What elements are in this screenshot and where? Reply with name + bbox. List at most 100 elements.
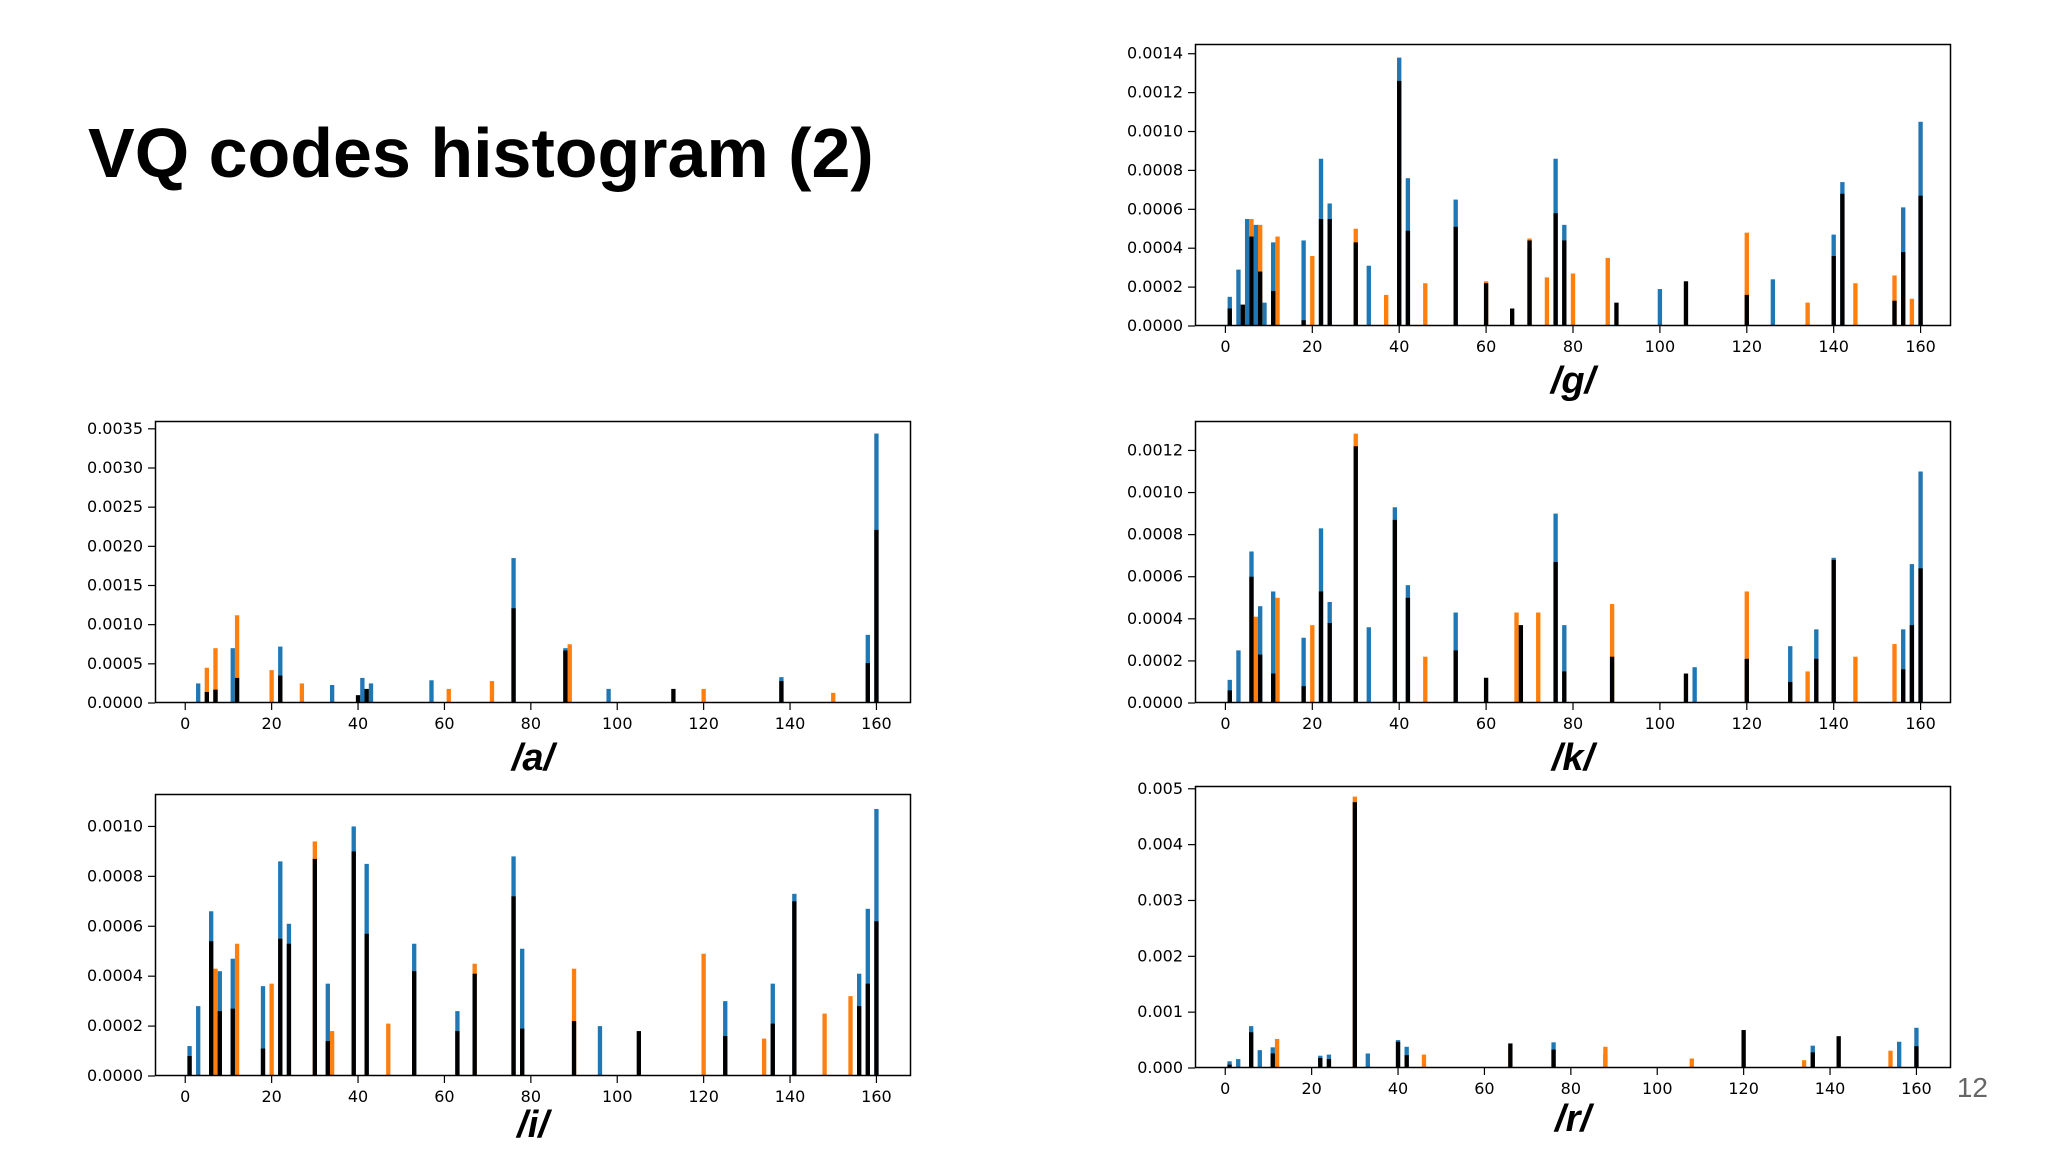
bar-series-2: [446, 688, 451, 703]
bar-series-2: [1570, 273, 1576, 326]
chart-g: 0 20 40 60 80 100 120 140 160 0.0000 0.0002 0.0004 0…: [1127, 44, 1952, 356]
bar-series-3: [520, 1028, 525, 1076]
bar-series-3: [217, 1011, 222, 1076]
x-tick-label: 20: [261, 714, 281, 733]
bar-series-3: [1614, 302, 1619, 326]
x-tick-label: 160: [861, 1087, 892, 1106]
y-tick-label: 0.0006: [1127, 199, 1183, 218]
bar-series-3: [1352, 802, 1357, 1068]
bar-series-3: [1918, 195, 1923, 326]
bar-series-2: [1421, 1054, 1427, 1068]
y-tick-label: 0.0010: [1127, 122, 1183, 141]
x-tick-label: 100: [602, 1087, 633, 1106]
bar-series-3: [1831, 559, 1836, 703]
bar-series-2: [1805, 671, 1810, 703]
bar-series-2: [234, 943, 240, 1076]
bar-series-1: [360, 677, 365, 703]
bar-series-2: [299, 683, 305, 703]
y-tick-label: 0.0000: [1127, 693, 1183, 712]
bar-series-3: [1551, 1049, 1556, 1068]
x-tick-label: 40: [348, 1087, 368, 1106]
bar-series-3: [1453, 226, 1458, 326]
plot-frame: [154, 793, 912, 1077]
bar-series-1: [1301, 240, 1306, 326]
bar-series-3: [1227, 1064, 1232, 1068]
bar-series-1: [368, 683, 374, 703]
bar-series-3: [1227, 690, 1232, 703]
bar-series-3: [1788, 681, 1793, 703]
bar-series-3: [671, 688, 676, 703]
bar-series-1: [1236, 650, 1241, 703]
bar-series-2: [1805, 302, 1810, 326]
bar-series-3: [1909, 625, 1915, 703]
bar-series-3: [1240, 304, 1245, 326]
bar-series-3: [1562, 671, 1567, 703]
x-tick-label: 160: [1905, 714, 1936, 733]
bar-series-3: [1318, 1057, 1323, 1068]
x-tick-label: 20: [1302, 337, 1322, 356]
bar-series-3: [1353, 242, 1358, 326]
plot-frame: [154, 420, 912, 704]
y-tick-label: 0.0000: [87, 1066, 143, 1085]
y-tick-label: 0.0000: [1127, 316, 1183, 335]
bar-series-1: [1366, 265, 1371, 326]
bar-series-3: [511, 608, 516, 703]
y-tick-label: 0.0002: [87, 1016, 143, 1035]
bar-series-3: [1258, 654, 1263, 703]
x-tick-label: 120: [1728, 1079, 1759, 1098]
y-tick-label: 0.0004: [87, 966, 143, 985]
x-tick-label: 100: [1645, 714, 1676, 733]
y-tick-label: 0.0012: [1127, 440, 1183, 459]
y-tick-label: 0.0035: [87, 419, 143, 438]
bar-series-3: [1901, 669, 1906, 703]
bar-series-2: [1609, 604, 1615, 703]
y-tick-label: 0.0010: [87, 615, 143, 634]
x-tick-label: 100: [1642, 1079, 1673, 1098]
bar-series-3: [1271, 673, 1276, 703]
x-tick-label: 20: [1301, 1079, 1321, 1098]
bar-series-1: [1788, 646, 1793, 703]
x-tick-label: 0: [180, 1087, 190, 1106]
bar-series-3: [204, 692, 209, 703]
chart-i: 0 20 40 60 80 100 120 140 160 0.0000 0.0002 0.0004 0…: [87, 793, 912, 1106]
x-tick-label: 160: [861, 714, 892, 733]
bar-series-1: [260, 986, 266, 1076]
bar-series-3: [1327, 219, 1332, 326]
y-tick-label: 0.0010: [1127, 483, 1183, 502]
bar-series-2: [1603, 1046, 1608, 1068]
bar-series-1: [329, 684, 335, 703]
bar-series-2: [761, 1038, 767, 1076]
bar-series-3: [1353, 446, 1358, 703]
y-tick-label: 0.002: [1137, 946, 1183, 965]
bar-series-3: [792, 901, 797, 1076]
bar-series-2: [329, 1031, 335, 1076]
bar-series-2: [1853, 656, 1858, 703]
bar-series-1: [278, 646, 283, 703]
bar-series-3: [865, 983, 870, 1076]
y-tick-label: 0.0014: [1127, 44, 1183, 63]
bar-series-3: [278, 938, 283, 1076]
bar-series-2: [1888, 1050, 1893, 1068]
chart-r: 0 20 40 60 80 100 120 140 160 0.000 0.001 0.002 0.00…: [1137, 779, 1952, 1098]
bar-series-3: [1249, 236, 1254, 326]
bar-series-3: [636, 1031, 641, 1076]
bar-series-1: [1366, 627, 1371, 703]
bar-series-3: [455, 1031, 460, 1076]
bar-series-2: [1689, 1058, 1694, 1068]
panel-label-g: /g/: [1550, 360, 1596, 402]
x-tick-label: 0: [1220, 337, 1230, 356]
bar-series-2: [831, 692, 836, 703]
x-tick-label: 0: [1220, 1079, 1230, 1098]
bar-series-3: [1301, 686, 1306, 703]
bar-series-3: [286, 943, 292, 1076]
bar-series-3: [1527, 240, 1532, 326]
bar-series-1: [1301, 637, 1306, 703]
bar-series-2: [1253, 616, 1258, 703]
y-tick-label: 0.0002: [1127, 651, 1183, 670]
bar-series-1: [1692, 667, 1697, 703]
bar-series-1: [1897, 1041, 1902, 1068]
bar-series-2: [1744, 591, 1749, 703]
y-tick-label: 0.005: [1137, 779, 1183, 798]
bar-series-3: [1258, 271, 1263, 326]
bar-series-2: [1853, 283, 1858, 326]
